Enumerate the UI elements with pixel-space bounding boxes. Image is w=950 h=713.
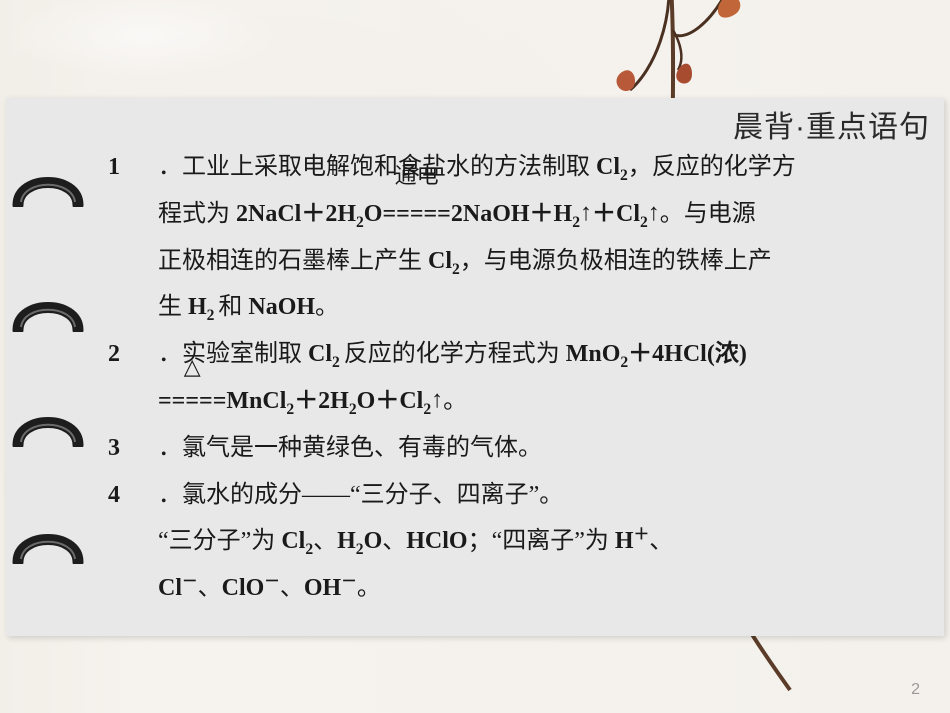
list-item: 3 ．氯气是一种黄绿色、有毒的气体。 (110, 425, 926, 472)
text-run: 、 (382, 528, 406, 554)
content-body: 1．工业上采取电解饱和食盐水的方法制取 Cl2，反应的化学方程式为 2NaCl＋… (110, 144, 926, 612)
reaction-condition: =====△ (158, 378, 226, 425)
chem-formula: OH－ (304, 575, 357, 601)
item-number: 1 (108, 144, 120, 191)
text-run: 、 (280, 575, 304, 601)
text-run: “三分子”为 (158, 528, 281, 554)
list-item: 4．氯水的成分——“三分子、四离子”。“三分子”为 Cl2、H2O、HClO；“… (110, 472, 926, 612)
binder-ring (10, 165, 86, 207)
reaction-condition: =====通电 (382, 191, 450, 238)
content-card: 晨背·重点语句 1．工业上采取电解饱和食盐水的方法制取 Cl2，反应的化学方程式… (6, 98, 944, 636)
chem-formula: ClO－ (222, 575, 280, 601)
text-run: 。与电源 (660, 201, 756, 227)
list-item: 2 ．实验室制取 Cl2 反应的化学方程式为 MnO2＋4HCl(浓) =====△… (110, 331, 926, 425)
chem-formula: O (364, 528, 383, 554)
chem-formula: O (364, 201, 383, 227)
chem-formula: HClO (406, 528, 467, 554)
item-body: ．工业上采取电解饱和食盐水的方法制取 Cl2，反应的化学方程式为 2NaCl＋2… (110, 144, 926, 331)
text-run: 。 (357, 575, 381, 601)
chem-formula: ＋4HCl( (628, 341, 715, 367)
item-body: ．实验室制取 Cl2 反应的化学方程式为 MnO2＋4HCl(浓) =====△M… (110, 331, 926, 425)
item-body: ．氯气是一种黄绿色、有毒的气体。 (110, 425, 926, 472)
chem-formula: MnCl2 (226, 388, 294, 414)
text-run: 生 (158, 294, 188, 320)
text-run: ．实验室制取 (158, 341, 308, 367)
text-run: 和 (218, 294, 248, 320)
text-bold: 浓 (715, 340, 739, 367)
text-run: 正极相连的石墨棒上产生 (158, 248, 428, 274)
text-run: ．工业上采取电解饱和食盐水的方法制取 (158, 154, 596, 180)
chem-formula: H＋ (615, 528, 649, 554)
item-number: 3 (108, 425, 120, 472)
text-run: ；“四离子”为 (468, 528, 615, 554)
binder-ring (10, 290, 86, 332)
text-run: 、 (649, 528, 673, 554)
chem-formula: ＋2H2 (294, 388, 356, 414)
gas-arrow-icon: ↑ (431, 377, 443, 424)
text-run: 反应的化学方程式为 (344, 341, 566, 367)
chem-formula: Cl2 (428, 248, 460, 274)
text-run: ，反应的化学方 (628, 154, 796, 180)
gas-arrow-icon: ↑ (580, 190, 592, 237)
item-number: 2 (108, 331, 120, 378)
chem-formula: MnO2 (566, 341, 628, 367)
chem-formula: Cl2 (596, 154, 628, 180)
item-number: 4 (108, 472, 120, 519)
text-run: ，与电源负极相连的铁棒上产 (460, 248, 772, 274)
chem-formula: H2 (188, 294, 218, 320)
text-run: ．氯水的成分——“三分子、四离子”。 (158, 482, 563, 508)
chem-formula: ＋Cl2 (592, 201, 648, 227)
binder-ring (10, 405, 86, 447)
text-run: ．氯气是一种黄绿色、有毒的气体。 (158, 435, 542, 461)
chem-formula: ) (739, 341, 747, 367)
binder-ring (10, 522, 86, 564)
text-run: 程式为 (158, 201, 236, 227)
text-run: 。 (315, 294, 339, 320)
chem-formula: O＋Cl2 (357, 388, 431, 414)
text-run: 、 (198, 575, 222, 601)
gas-arrow-icon: ↑ (648, 190, 660, 237)
chem-formula: NaOH (248, 294, 315, 320)
chem-formula: H2 (337, 528, 363, 554)
chem-formula: Cl2 (308, 341, 344, 367)
chem-formula: 2NaOH＋H2 (451, 201, 580, 227)
list-item: 1．工业上采取电解饱和食盐水的方法制取 Cl2，反应的化学方程式为 2NaCl＋… (110, 144, 926, 331)
text-run: 、 (313, 528, 337, 554)
page-number: 2 (911, 681, 920, 699)
chem-formula: Cl2 (281, 528, 313, 554)
text-run: 。 (443, 388, 467, 414)
chem-formula: 2NaCl＋2H2 (236, 201, 364, 227)
card-header: 晨背·重点语句 (733, 98, 944, 142)
chem-formula: Cl－ (158, 575, 198, 601)
item-body: ．氯水的成分——“三分子、四离子”。“三分子”为 Cl2、H2O、HClO；“四… (110, 472, 926, 612)
